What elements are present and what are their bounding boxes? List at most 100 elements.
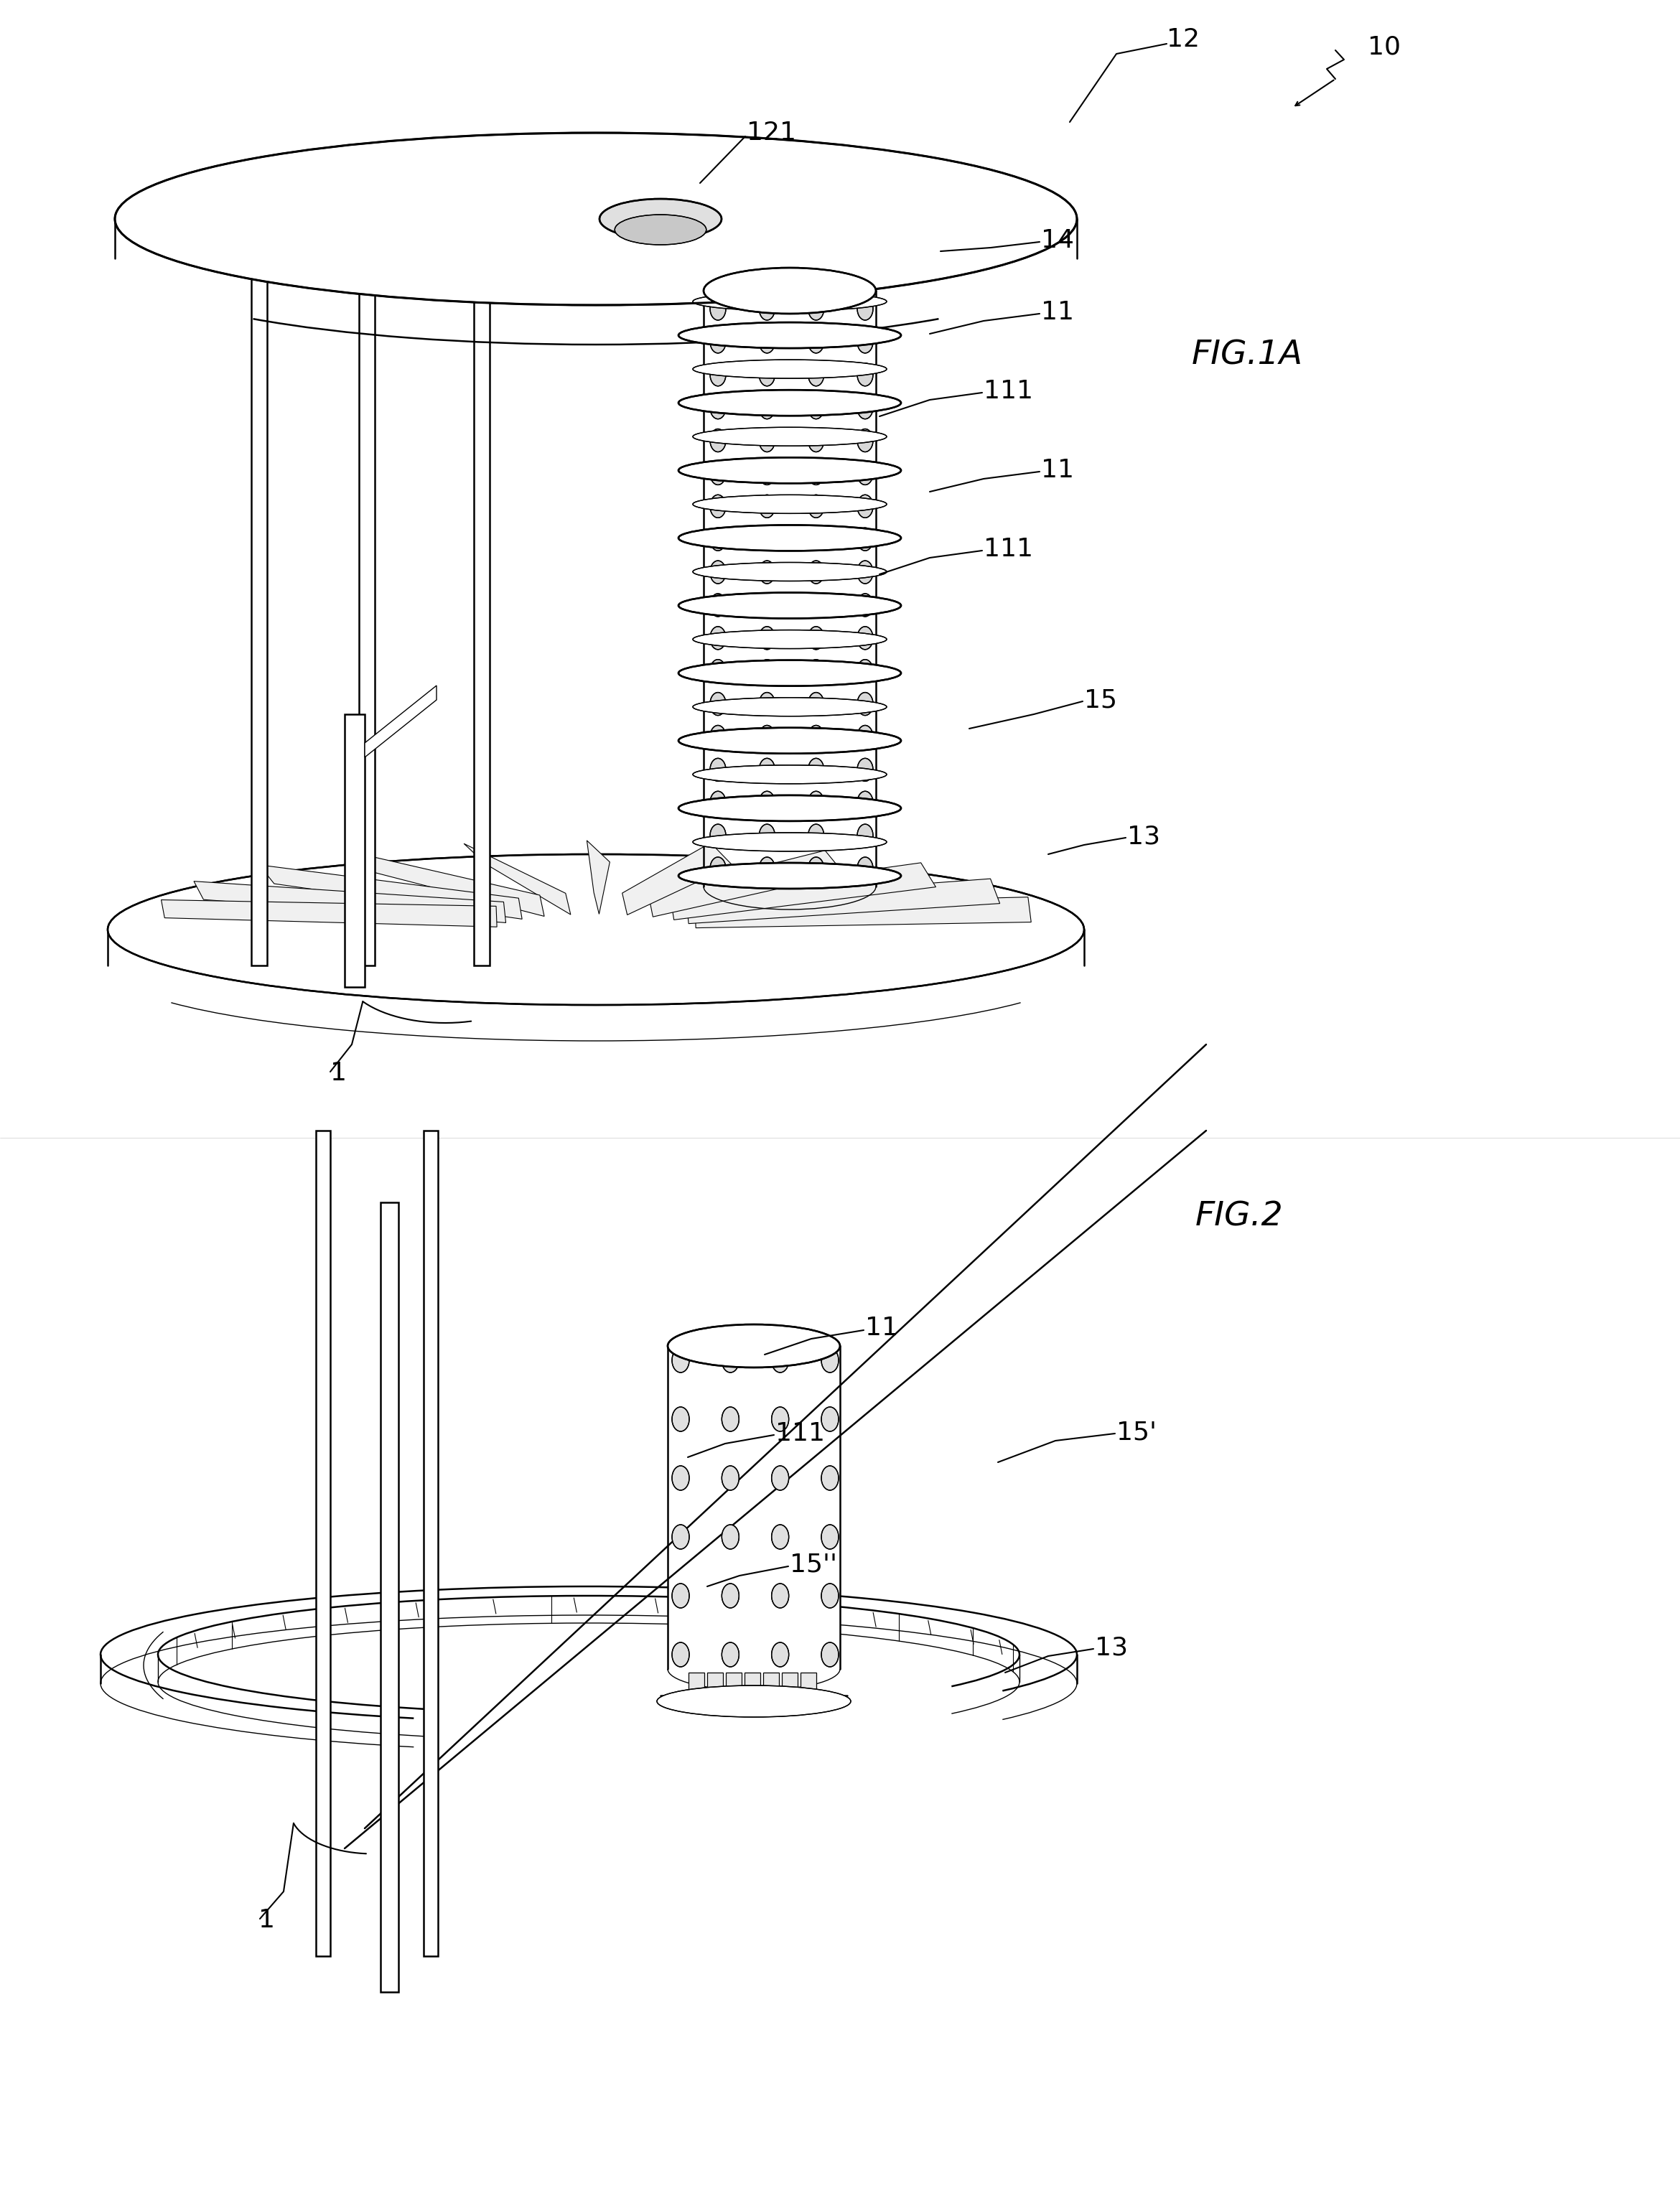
Ellipse shape bbox=[600, 200, 721, 239]
Polygon shape bbox=[800, 1673, 816, 1695]
Ellipse shape bbox=[711, 298, 726, 320]
Text: 15'': 15'' bbox=[790, 1553, 837, 1577]
Polygon shape bbox=[667, 1347, 840, 1669]
Ellipse shape bbox=[759, 463, 774, 485]
Ellipse shape bbox=[857, 594, 874, 616]
Text: FIG.2: FIG.2 bbox=[1196, 1200, 1284, 1232]
Ellipse shape bbox=[759, 660, 774, 682]
Polygon shape bbox=[763, 1673, 780, 1695]
Ellipse shape bbox=[615, 215, 706, 246]
Ellipse shape bbox=[808, 463, 823, 485]
Ellipse shape bbox=[808, 792, 823, 814]
Ellipse shape bbox=[759, 792, 774, 814]
Ellipse shape bbox=[667, 1325, 840, 1368]
Ellipse shape bbox=[759, 397, 774, 419]
Ellipse shape bbox=[857, 660, 874, 682]
Ellipse shape bbox=[692, 360, 887, 379]
Ellipse shape bbox=[759, 496, 774, 518]
Ellipse shape bbox=[692, 428, 887, 445]
Text: 111: 111 bbox=[776, 1421, 825, 1445]
Ellipse shape bbox=[711, 496, 726, 518]
Polygon shape bbox=[744, 1673, 761, 1695]
Ellipse shape bbox=[108, 855, 1084, 1004]
Ellipse shape bbox=[711, 759, 726, 781]
Ellipse shape bbox=[771, 1349, 790, 1373]
Ellipse shape bbox=[857, 364, 874, 386]
Ellipse shape bbox=[711, 693, 726, 715]
Ellipse shape bbox=[722, 1465, 739, 1491]
Ellipse shape bbox=[711, 627, 726, 649]
Polygon shape bbox=[689, 1673, 704, 1695]
Ellipse shape bbox=[679, 524, 900, 550]
Polygon shape bbox=[252, 259, 267, 965]
Ellipse shape bbox=[857, 331, 874, 353]
Ellipse shape bbox=[759, 825, 774, 846]
Ellipse shape bbox=[759, 759, 774, 781]
Ellipse shape bbox=[808, 594, 823, 616]
Ellipse shape bbox=[808, 660, 823, 682]
Ellipse shape bbox=[672, 1349, 689, 1373]
Ellipse shape bbox=[672, 1524, 689, 1548]
Ellipse shape bbox=[857, 627, 874, 649]
Ellipse shape bbox=[771, 1643, 790, 1667]
Ellipse shape bbox=[771, 1583, 790, 1607]
Text: 11: 11 bbox=[1042, 300, 1074, 325]
Text: FIG.1A: FIG.1A bbox=[1191, 340, 1304, 371]
Ellipse shape bbox=[759, 561, 774, 583]
Ellipse shape bbox=[759, 529, 774, 550]
Text: 15': 15' bbox=[1117, 1419, 1156, 1445]
Polygon shape bbox=[704, 292, 875, 886]
Ellipse shape bbox=[759, 693, 774, 715]
Text: 111: 111 bbox=[983, 379, 1033, 404]
Ellipse shape bbox=[808, 693, 823, 715]
Ellipse shape bbox=[711, 463, 726, 485]
Polygon shape bbox=[687, 879, 1000, 923]
Ellipse shape bbox=[808, 825, 823, 846]
Ellipse shape bbox=[822, 1408, 838, 1432]
Text: 11: 11 bbox=[1042, 458, 1074, 482]
Ellipse shape bbox=[808, 726, 823, 748]
Ellipse shape bbox=[857, 463, 874, 485]
Ellipse shape bbox=[771, 1524, 790, 1548]
Text: 13: 13 bbox=[1127, 825, 1161, 849]
Ellipse shape bbox=[857, 825, 874, 846]
Ellipse shape bbox=[857, 759, 874, 781]
Ellipse shape bbox=[759, 298, 774, 320]
Ellipse shape bbox=[808, 397, 823, 419]
Polygon shape bbox=[781, 1673, 798, 1695]
Ellipse shape bbox=[759, 331, 774, 353]
Ellipse shape bbox=[722, 1349, 739, 1373]
Polygon shape bbox=[351, 851, 544, 917]
Ellipse shape bbox=[808, 529, 823, 550]
Ellipse shape bbox=[114, 134, 1077, 305]
Ellipse shape bbox=[808, 857, 823, 879]
Ellipse shape bbox=[857, 792, 874, 814]
Ellipse shape bbox=[857, 726, 874, 748]
Polygon shape bbox=[316, 1132, 331, 1956]
Ellipse shape bbox=[759, 627, 774, 649]
Ellipse shape bbox=[672, 1465, 689, 1491]
Polygon shape bbox=[193, 882, 506, 923]
Ellipse shape bbox=[822, 1643, 838, 1667]
Ellipse shape bbox=[692, 697, 887, 717]
Text: 12: 12 bbox=[1166, 26, 1200, 53]
Ellipse shape bbox=[808, 496, 823, 518]
Ellipse shape bbox=[679, 660, 900, 686]
Text: 10: 10 bbox=[1368, 35, 1401, 59]
Ellipse shape bbox=[759, 430, 774, 452]
Polygon shape bbox=[648, 851, 845, 917]
Ellipse shape bbox=[857, 430, 874, 452]
Ellipse shape bbox=[857, 397, 874, 419]
Ellipse shape bbox=[822, 1349, 838, 1373]
Ellipse shape bbox=[759, 726, 774, 748]
Ellipse shape bbox=[808, 561, 823, 583]
Text: 1: 1 bbox=[331, 1061, 346, 1086]
Polygon shape bbox=[161, 899, 497, 928]
Ellipse shape bbox=[672, 1643, 689, 1667]
Ellipse shape bbox=[711, 364, 726, 386]
Ellipse shape bbox=[857, 298, 874, 320]
Ellipse shape bbox=[711, 397, 726, 419]
Ellipse shape bbox=[857, 857, 874, 879]
Text: 1: 1 bbox=[259, 1908, 276, 1932]
Ellipse shape bbox=[808, 759, 823, 781]
